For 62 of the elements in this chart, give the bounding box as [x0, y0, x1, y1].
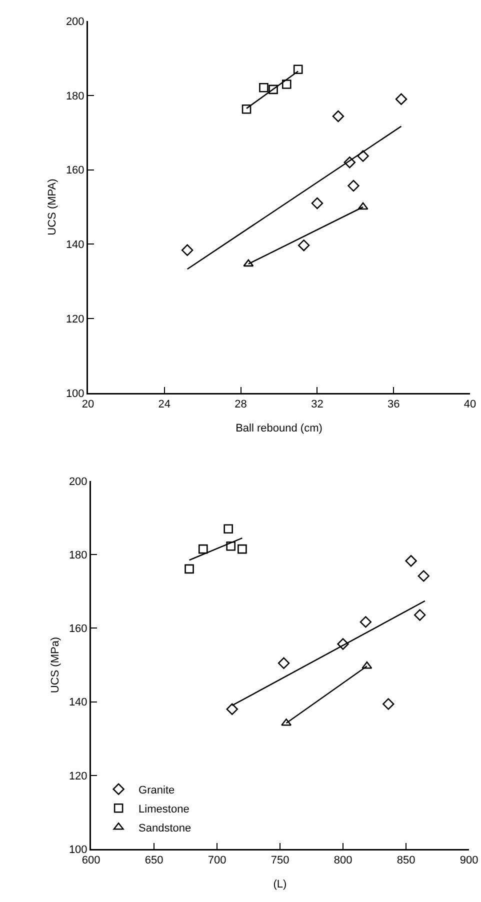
y-tick-label: 200: [66, 16, 84, 28]
point: [298, 239, 310, 252]
x-axis-title: (L): [273, 878, 287, 891]
y-tick-label: 100: [68, 844, 88, 856]
point: [405, 555, 417, 567]
point: [337, 638, 349, 650]
point: [226, 541, 236, 551]
point: [348, 180, 360, 192]
point: [278, 657, 290, 670]
point: [181, 244, 194, 256]
y-tick-label: 160: [66, 164, 84, 177]
x-tick-label: 20: [82, 398, 94, 411]
point: [226, 703, 238, 716]
x-tick-label: 650: [144, 854, 164, 867]
y-tick-label: 180: [68, 549, 88, 562]
y-axis-title: UCS (MPa): [50, 636, 62, 694]
y-tick-label: 120: [68, 770, 88, 782]
x-tick-label: 800: [334, 854, 352, 867]
x-tick-label: 40: [464, 398, 476, 411]
point: [242, 104, 252, 114]
legend-label: Limestone: [138, 803, 190, 816]
x-tick-label: 850: [396, 854, 416, 867]
point: [357, 150, 369, 162]
point: [362, 661, 372, 669]
point: [414, 609, 426, 621]
x-axis-title: Ball rebound (cm): [236, 422, 322, 435]
x-tick-label: 28: [234, 398, 247, 411]
point: [358, 202, 368, 210]
y-tick-label: 160: [68, 623, 88, 636]
point: [243, 259, 254, 267]
point: [184, 564, 194, 574]
x-tick-label: 600: [82, 854, 100, 867]
x-tick-label: 32: [311, 398, 324, 411]
point: [344, 156, 356, 168]
x-tick-label: 700: [208, 854, 226, 867]
y-tick-label: 120: [66, 313, 84, 326]
point: [282, 80, 292, 89]
x-tick-label: 24: [158, 398, 171, 411]
y-axis-title: UCS (MPA): [46, 178, 58, 236]
point: [382, 698, 394, 710]
point: [259, 82, 268, 92]
point: [360, 616, 372, 628]
y-tick-label: 140: [66, 239, 84, 252]
point: [418, 570, 430, 582]
point: [395, 93, 408, 105]
legend-label: Granite: [138, 784, 175, 796]
x-tick-label: 36: [387, 398, 400, 411]
y-tick-label: 140: [68, 696, 88, 709]
point: [293, 64, 303, 74]
y-tick-label: 180: [66, 90, 84, 102]
point: [311, 197, 324, 210]
legend-label: Sandstone: [138, 822, 192, 834]
point: [332, 110, 344, 122]
x-tick-label: 900: [460, 854, 478, 867]
point: [238, 544, 247, 554]
x-tick-label: 750: [270, 854, 290, 867]
point: [198, 544, 208, 554]
y-tick-label: 200: [68, 476, 88, 488]
point: [281, 718, 292, 726]
point: [268, 84, 278, 94]
y-tick-label: 100: [66, 388, 84, 400]
point: [224, 524, 233, 534]
